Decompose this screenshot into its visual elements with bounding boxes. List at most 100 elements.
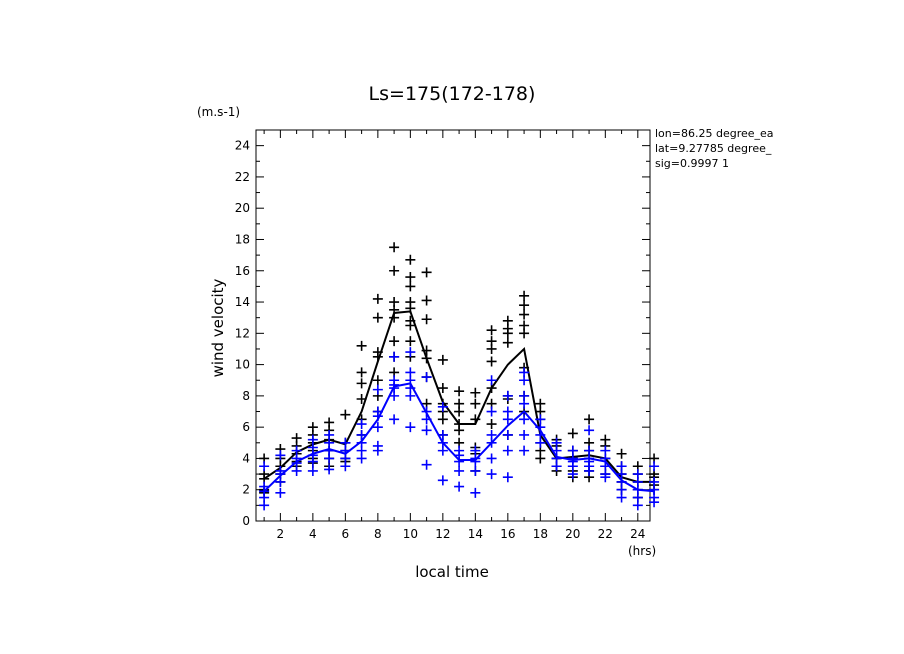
series-1-point (470, 398, 481, 409)
series-2-point (502, 390, 513, 401)
series-2-point (307, 465, 318, 476)
series-2-point (275, 476, 286, 487)
series-2-point (470, 487, 481, 498)
series-2-point (486, 406, 497, 417)
series-2-point (454, 465, 465, 476)
series-2-point (486, 453, 497, 464)
series-1-point (437, 354, 448, 365)
x-tick-label: 8 (374, 527, 382, 541)
y-tick-label: 4 (242, 451, 250, 465)
series-2-point (405, 422, 416, 433)
series-2-point (389, 351, 400, 362)
x-tick-label: 24 (630, 527, 645, 541)
series-1-point (372, 351, 383, 362)
series-2-point (454, 456, 465, 467)
series-1-point (584, 414, 595, 425)
series-2-point (519, 398, 530, 409)
series-2-point (567, 469, 578, 480)
series-1-point (454, 386, 465, 397)
series-2-point (502, 472, 513, 483)
y-tick-label: 18 (235, 232, 250, 246)
series-1-point (437, 383, 448, 394)
y-tick-label: 16 (235, 264, 250, 278)
series-1-point (405, 281, 416, 292)
series-2-point (405, 390, 416, 401)
x-tick-label: 14 (468, 527, 483, 541)
series-1-point (567, 428, 578, 439)
chart-title: Ls=175(172-178) (369, 83, 536, 105)
series-2-point (259, 500, 270, 511)
series-1-point (470, 387, 481, 398)
x-tick-label: 16 (500, 527, 515, 541)
series-2-point (584, 425, 595, 436)
series-1-point (454, 406, 465, 417)
series-2-point (356, 419, 367, 430)
series-1-point (356, 340, 367, 351)
series-2-point (437, 475, 448, 486)
series-2-point (421, 425, 432, 436)
x-tick-label: 10 (403, 527, 418, 541)
x-tick-label: 18 (533, 527, 548, 541)
series-1-point (372, 312, 383, 323)
series-2-point (519, 414, 530, 425)
series-1-point (389, 336, 400, 347)
series-1-point (405, 272, 416, 283)
series-2-point (324, 453, 335, 464)
info-lon: lon=86.25 degree_ea (655, 127, 774, 140)
series-2-point (437, 401, 448, 412)
series-1-point (421, 314, 432, 325)
series-1-point (486, 325, 497, 336)
series-1-point (405, 336, 416, 347)
series-2-point (389, 390, 400, 401)
info-lat: lat=9.27785 degree_ (655, 142, 772, 155)
series-1-point (372, 293, 383, 304)
series-1-point (519, 328, 530, 339)
series-2-point (600, 472, 611, 483)
series-2-point (356, 453, 367, 464)
y-tick-label: 0 (242, 514, 250, 528)
series-1-point (389, 265, 400, 276)
series-1-point (486, 419, 497, 430)
series-2-point (519, 429, 530, 440)
series-1-point (405, 320, 416, 331)
series-1-point (616, 448, 627, 459)
series-1-point (356, 394, 367, 405)
series-2-point (421, 372, 432, 383)
series-2-point (535, 437, 546, 448)
series-2-point (551, 461, 562, 472)
series-2-point (486, 469, 497, 480)
series-2-point (616, 492, 627, 503)
y-tick-label: 24 (235, 139, 250, 153)
series-2-point (275, 487, 286, 498)
series-2-point (275, 450, 286, 461)
series-1-point (421, 267, 432, 278)
y-tick-label: 14 (235, 295, 250, 309)
series-2-point (405, 347, 416, 358)
series-2-point (584, 465, 595, 476)
series-1-point (502, 337, 513, 348)
series-2-point (649, 461, 660, 472)
x-axis-unit: (hrs) (628, 544, 656, 558)
series-2-point (502, 445, 513, 456)
series-1-point (340, 409, 351, 420)
y-tick-label: 22 (235, 170, 250, 184)
y-tick-label: 2 (242, 483, 250, 497)
series-2-point (632, 500, 643, 511)
x-tick-label: 20 (565, 527, 580, 541)
series-2-point (470, 456, 481, 467)
series-2-point (649, 497, 660, 508)
series-1-point (421, 295, 432, 306)
series-1-point (389, 242, 400, 253)
series-2-point (486, 375, 497, 386)
series-2-point (502, 414, 513, 425)
x-tick-label: 4 (309, 527, 317, 541)
y-tick-label: 12 (235, 326, 250, 340)
series-1-point (372, 375, 383, 386)
series-1-point (519, 290, 530, 301)
series-1-point (421, 353, 432, 364)
series-1-point (356, 367, 367, 378)
series-1-point (470, 414, 481, 425)
series-2-point (340, 461, 351, 472)
series-2-point (470, 465, 481, 476)
